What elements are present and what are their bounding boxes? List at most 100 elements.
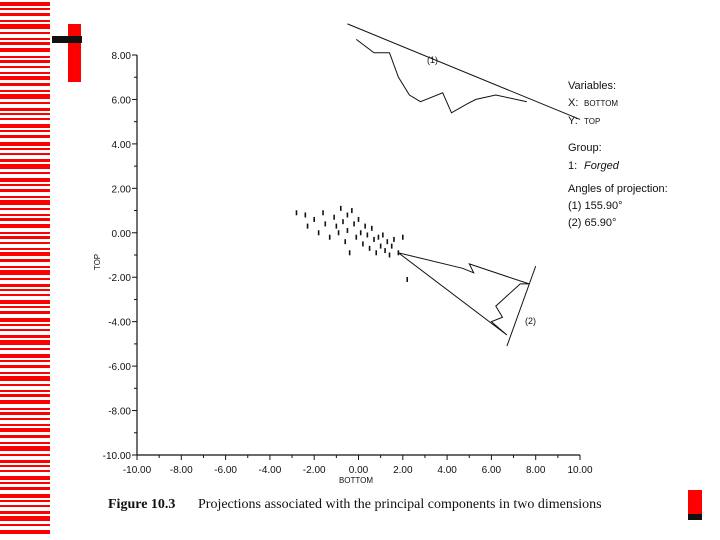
data-point <box>339 205 342 211</box>
barcode-stripe <box>0 83 50 86</box>
barcode-stripe <box>0 487 50 490</box>
legend-group-value: Forged <box>584 160 620 172</box>
x-tick-label: -4.00 <box>259 465 282 476</box>
y-tick-label: -8.00 <box>108 407 131 418</box>
black-marker-top-left <box>52 36 82 43</box>
barcode-stripe <box>0 153 50 155</box>
barcode-stripe <box>0 482 50 484</box>
data-point <box>364 223 366 229</box>
x-tick-label: -6.00 <box>214 465 237 476</box>
figure-caption-text: Projections associated with the principa… <box>198 497 602 512</box>
barcode-stripe <box>0 418 50 420</box>
barcode-stripe <box>0 13 50 16</box>
barcode-stripe <box>0 196 50 198</box>
legend-x-value: BOTTOM <box>584 99 618 108</box>
data-point <box>373 236 375 242</box>
data-point <box>397 250 400 256</box>
axes <box>136 55 580 456</box>
barcode-stripe <box>0 470 50 472</box>
barcode-stripe <box>0 184 50 186</box>
data-point <box>368 245 371 251</box>
data-point <box>366 232 369 238</box>
data-point <box>306 223 309 229</box>
legend-x-key: X: <box>568 97 578 109</box>
data-point <box>346 212 349 218</box>
barcode-stripe <box>0 530 50 534</box>
projection-2-label: (2) <box>525 316 536 326</box>
barcode-stripe <box>0 460 50 463</box>
barcode-stripe <box>0 94 50 99</box>
barcode-stripe <box>0 372 50 374</box>
x-tick-label: 0.00 <box>349 465 369 476</box>
projection-2-profile <box>398 252 530 336</box>
barcode-stripe <box>0 424 50 426</box>
barcode-stripe <box>0 428 50 432</box>
barcode-stripe <box>0 360 50 362</box>
barcode-stripe <box>0 511 50 514</box>
x-tick-label: -10.00 <box>123 465 152 476</box>
barcode-stripe <box>0 300 50 304</box>
y-tick-label: -2.00 <box>108 273 131 284</box>
barcode-stripe <box>0 148 50 150</box>
data-point <box>393 236 395 242</box>
barcode-stripe <box>0 516 50 521</box>
barcode-stripe <box>0 266 50 268</box>
data-point <box>390 243 393 249</box>
data-point <box>313 216 315 222</box>
barcode-stripe <box>0 32 50 34</box>
data-point <box>348 250 351 256</box>
data-point <box>342 219 344 225</box>
x-axis-label: BOTTOM <box>339 476 373 485</box>
legend: Variables: X: BOTTOM Y: TOP Group: 1: Fo… <box>568 80 668 229</box>
y-tick-label: 4.00 <box>112 140 132 151</box>
data-point <box>384 248 386 254</box>
data-point <box>304 212 307 218</box>
barcode-stripe <box>0 38 50 40</box>
data-point <box>357 216 360 222</box>
barcode-stripe <box>0 248 50 250</box>
barcode-stripe <box>0 224 50 228</box>
data-point <box>317 230 320 236</box>
x-tick-label: 4.00 <box>437 465 457 476</box>
barcode-stripe <box>0 324 50 326</box>
barcode-stripe <box>0 66 50 68</box>
data-point <box>322 210 324 216</box>
barcode-stripe <box>0 178 50 182</box>
data-point <box>359 230 362 236</box>
data-point <box>386 239 389 245</box>
barcode-stripe <box>0 311 50 314</box>
barcode-stripe <box>0 384 50 386</box>
data-point <box>388 252 391 258</box>
barcode-stripe <box>0 242 50 244</box>
projection-1-label: (1) <box>427 55 438 65</box>
barcode-stripe <box>0 159 50 162</box>
barcode-stripe <box>0 218 50 221</box>
barcode-stripe <box>0 524 50 526</box>
data-point <box>295 210 298 216</box>
x-tick-label: -2.00 <box>303 465 326 476</box>
barcode-stripe <box>0 108 50 111</box>
barcode-stripe <box>0 442 50 444</box>
barcode-stripe <box>0 476 50 480</box>
data-point <box>406 276 409 282</box>
data-point <box>375 250 378 256</box>
barcode-stripe <box>0 172 50 174</box>
barcode-stripe <box>0 48 50 52</box>
data-point <box>346 228 349 234</box>
barcode-stripe <box>0 278 50 280</box>
barcode-stripe <box>0 42 50 45</box>
projections: (1) (2) <box>347 23 581 347</box>
barcode-stripe <box>0 236 50 239</box>
red-marker-bottom-right <box>688 490 702 516</box>
barcode-stripe <box>0 400 50 404</box>
barcode-stripe <box>0 500 50 502</box>
barcode-stripe <box>0 76 50 80</box>
x-tick-label: -8.00 <box>170 465 193 476</box>
x-tick-label: 10.00 <box>567 465 592 476</box>
data-point <box>353 221 355 227</box>
barcode-stripe <box>0 376 50 381</box>
barcode-stripe <box>0 390 50 392</box>
barcode-stripe <box>0 2 50 6</box>
barcode-stripe <box>0 24 50 29</box>
